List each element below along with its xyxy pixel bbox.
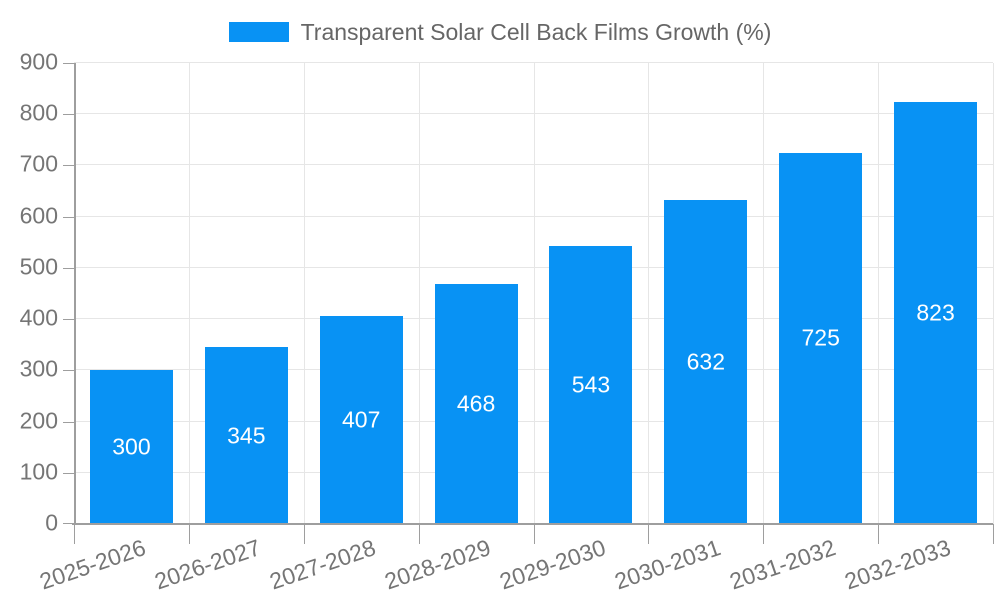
bar <box>435 284 518 524</box>
x-axis-label: 2027-2028 <box>266 534 380 595</box>
y-axis-tick-label: 800 <box>19 99 58 126</box>
y-axis-tick <box>63 319 74 321</box>
x-axis-label: 2026-2027 <box>151 534 265 595</box>
y-axis-tick-label: 0 <box>45 509 58 536</box>
gridline-vertical <box>419 63 420 524</box>
x-axis-tick <box>189 524 190 544</box>
x-axis-line <box>72 523 993 525</box>
bar-value-label: 823 <box>916 299 955 326</box>
x-axis-label: 2032-2033 <box>840 534 954 595</box>
bar-value-label: 300 <box>112 433 151 460</box>
x-axis-label: 2025-2026 <box>36 534 150 595</box>
y-axis-tick-label: 700 <box>19 151 58 178</box>
bar <box>549 246 632 524</box>
y-axis-tick-label: 500 <box>19 253 58 280</box>
y-axis-tick <box>63 63 74 64</box>
y-axis-tick-label: 200 <box>19 407 58 434</box>
bar-value-label: 543 <box>571 371 611 398</box>
x-axis-label: 2030-2031 <box>611 534 724 595</box>
gridline-vertical <box>534 63 535 524</box>
chart-legend: Transparent Solar Cell Back Films Growth… <box>0 18 1000 46</box>
gridline-horizontal <box>74 318 993 320</box>
x-axis-tick <box>763 524 764 544</box>
y-axis-tick-label: 400 <box>19 304 58 331</box>
bar-value-label: 407 <box>342 406 381 433</box>
x-axis-tick <box>74 524 75 544</box>
x-axis-tick <box>993 524 994 544</box>
x-axis-label: 2031-2032 <box>726 534 839 595</box>
x-axis-label: 2028-2029 <box>381 534 494 595</box>
y-axis-line <box>74 63 76 524</box>
bar <box>779 153 862 524</box>
y-axis-tick-label: 600 <box>19 202 58 229</box>
gridline-vertical <box>763 63 764 524</box>
x-axis-tick <box>648 524 649 544</box>
gridline-vertical <box>648 63 649 524</box>
y-axis-tick <box>63 523 74 524</box>
gridline-horizontal <box>74 266 993 268</box>
bar <box>90 370 173 524</box>
gridline-vertical <box>304 63 305 524</box>
bar-value-label: 468 <box>456 390 496 417</box>
bar <box>205 347 288 524</box>
x-axis-label: 2029-2030 <box>496 534 609 595</box>
y-axis-tick <box>63 114 74 116</box>
gridline-horizontal <box>74 113 993 115</box>
plot-area: 0 100 200 300 400 500 600 700 800 900 300 2025-2026… <box>20 50 994 595</box>
y-axis-tick <box>63 421 74 423</box>
bar <box>320 316 403 524</box>
bar-value-label: 725 <box>801 324 840 351</box>
legend-label: Transparent Solar Cell Back Films Growth… <box>300 18 772 45</box>
bar-value-label: 345 <box>227 422 266 449</box>
y-axis-tick <box>63 267 74 269</box>
gridline-vertical <box>878 63 879 524</box>
bar-value-label: 632 <box>686 348 725 375</box>
gridline-horizontal <box>74 420 993 422</box>
x-axis-tick <box>304 524 305 544</box>
bar <box>664 200 747 524</box>
gridline-horizontal <box>74 164 993 166</box>
gridline-vertical <box>993 63 994 524</box>
legend-swatch <box>228 22 289 42</box>
x-axis-tick <box>878 524 879 544</box>
x-axis-tick <box>419 524 420 544</box>
y-axis-tick <box>63 472 74 474</box>
gridline-horizontal <box>74 62 993 63</box>
y-axis-tick <box>63 370 74 372</box>
y-axis-tick-label: 900 <box>19 48 58 75</box>
y-axis-tick <box>63 165 74 167</box>
y-axis-tick <box>63 216 74 218</box>
y-axis-tick-label: 300 <box>19 355 58 382</box>
bar <box>894 102 977 524</box>
gridline-vertical <box>189 63 190 524</box>
gridline-horizontal <box>74 471 993 473</box>
y-axis-tick-label: 100 <box>19 458 58 485</box>
gridline-horizontal <box>74 369 993 371</box>
gridline-horizontal <box>74 215 993 217</box>
x-axis-tick <box>534 524 535 544</box>
